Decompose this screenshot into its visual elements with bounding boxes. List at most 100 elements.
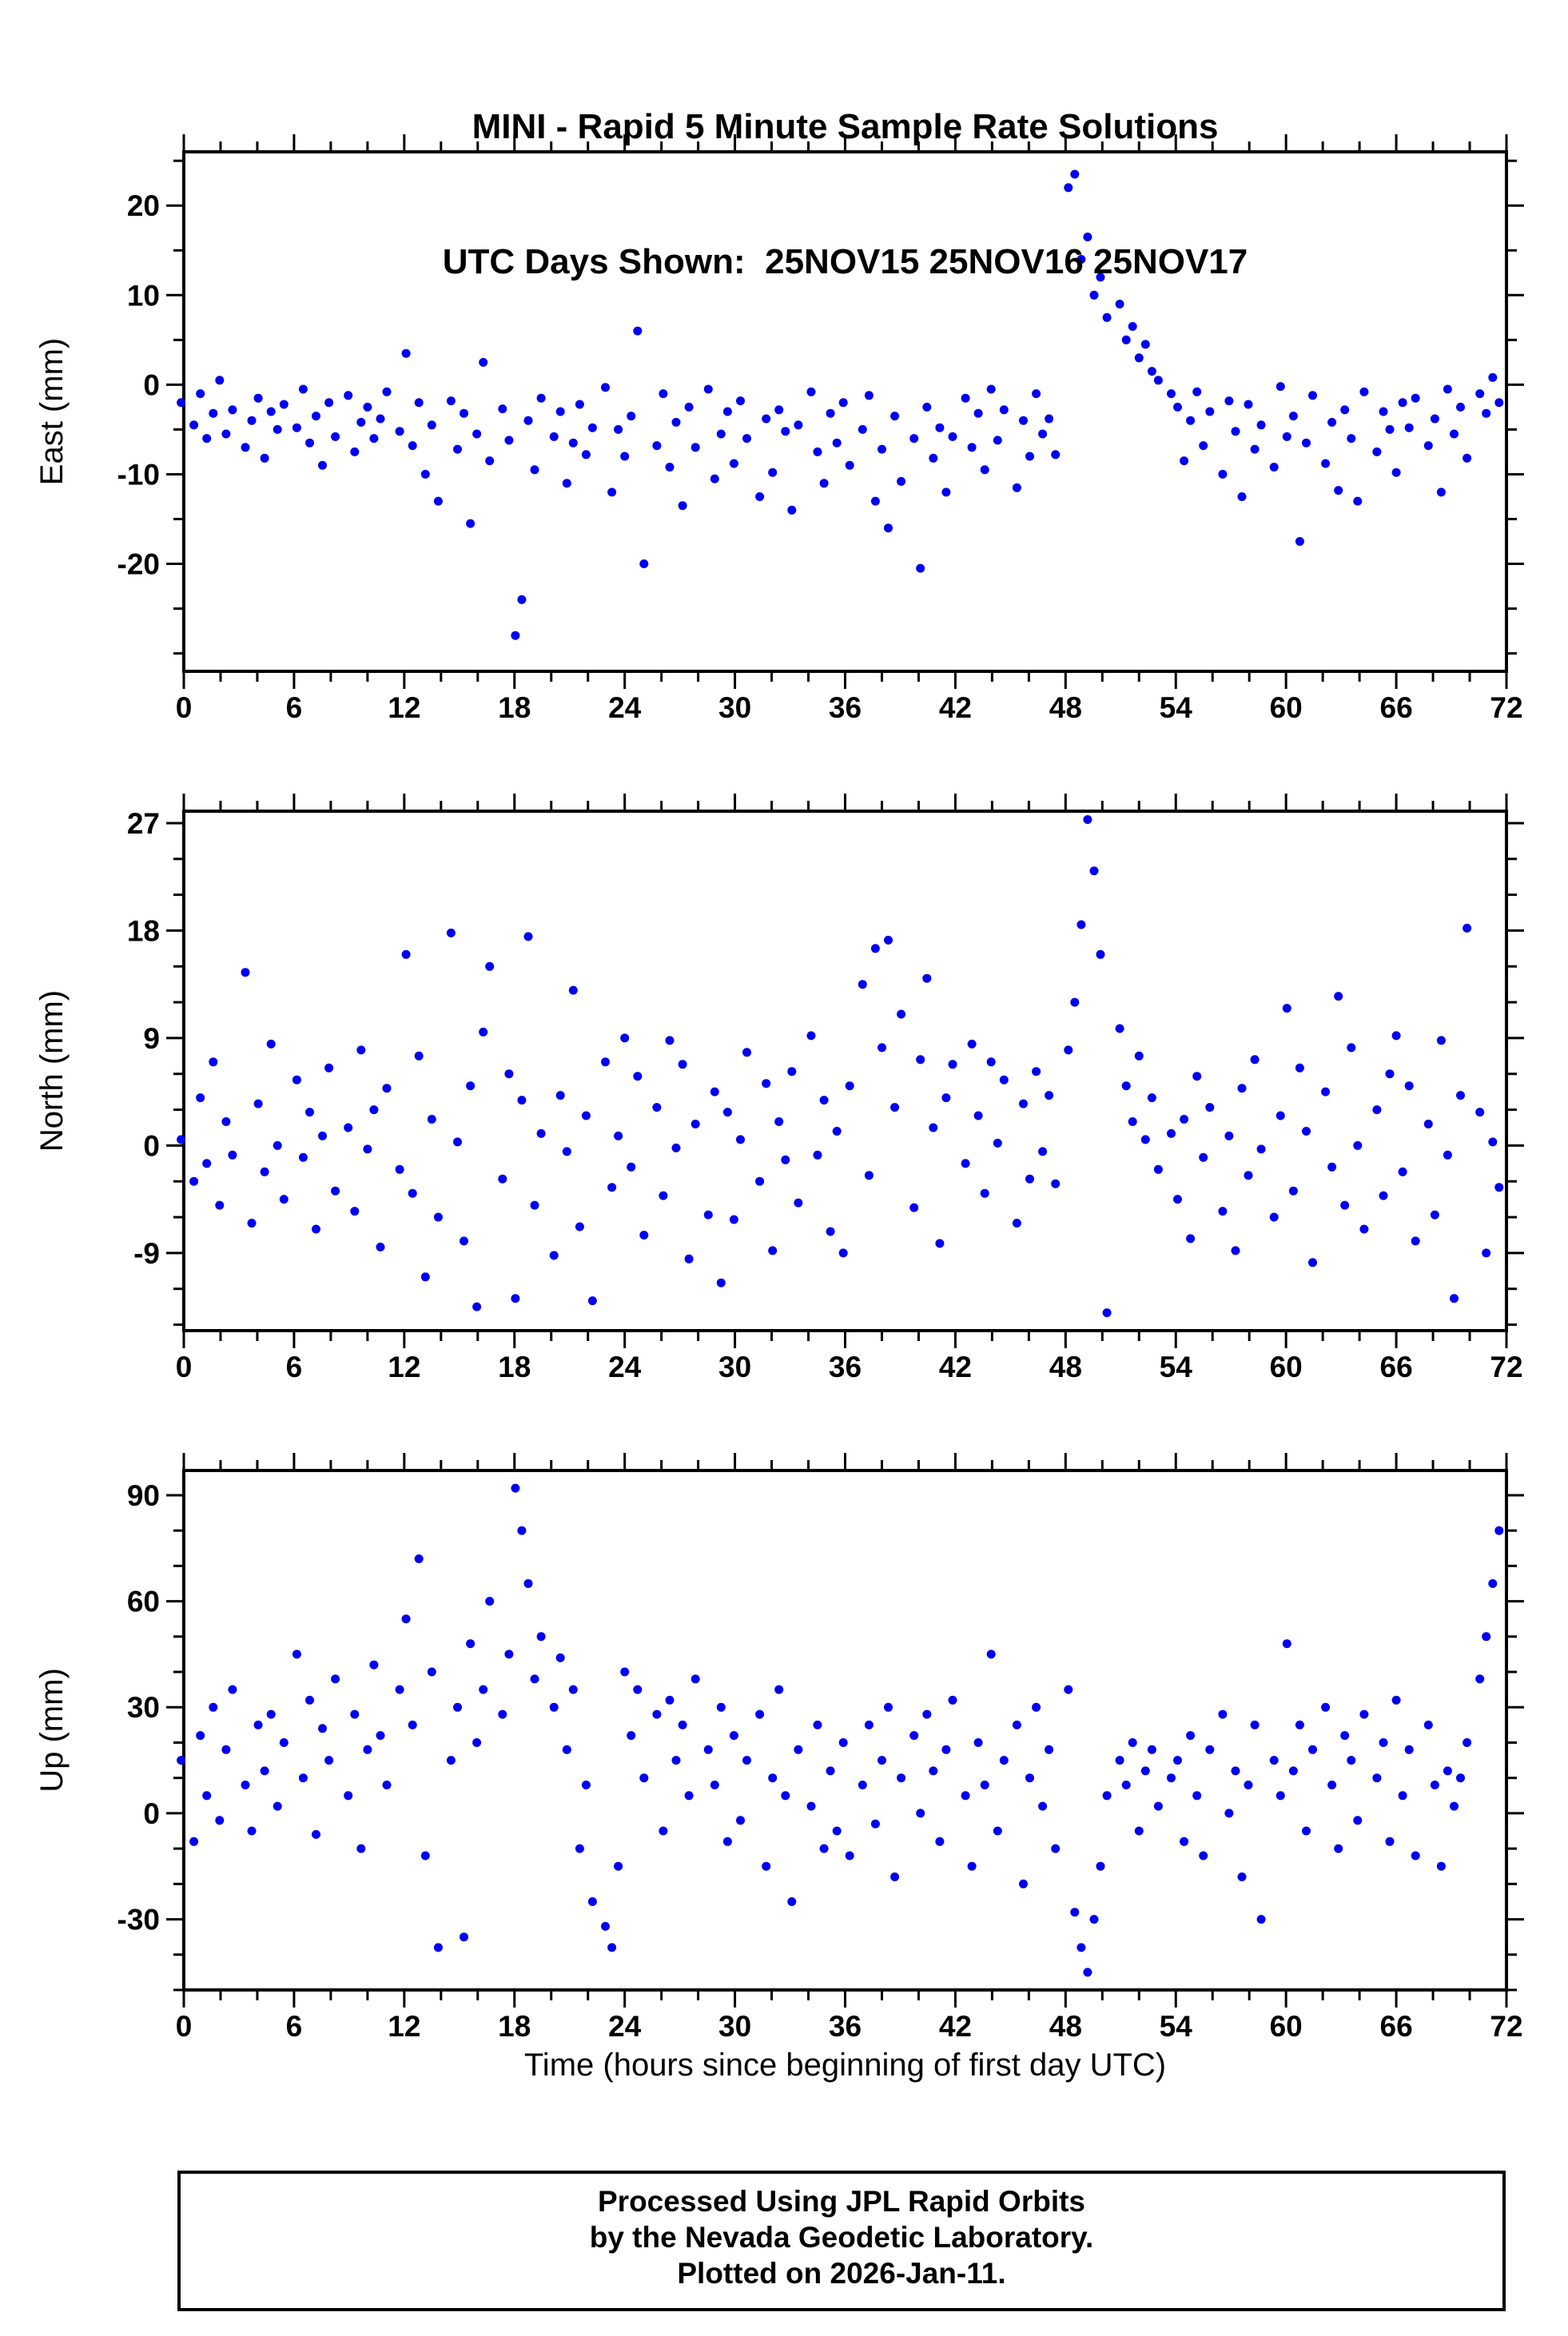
scatter-point [948,1060,957,1069]
scatter-point [1385,424,1395,434]
scatter-point [395,427,404,436]
scatter-point [1064,183,1073,193]
scatter-point [1173,1195,1182,1204]
scatter-point [993,1138,1002,1148]
scatter-point [1488,1137,1498,1147]
scatter-point [587,1296,597,1306]
scatter-point [614,424,623,434]
scatter-point [909,434,919,444]
scatter-point [408,1720,417,1729]
scatter-point [1269,463,1279,472]
footer-line-3: Plotted on 2026-Jan-11. [677,2257,1006,2290]
scatter-point [722,1837,732,1846]
tick-label: 6 [286,691,303,724]
scatter-point [1231,427,1240,436]
scatter-point [736,396,745,406]
scatter-point [838,1248,848,1258]
scatter-point [536,393,546,403]
scatter-point [684,402,694,412]
scatter-point [562,479,571,488]
scatter-point [620,1667,630,1677]
scatter-point [241,968,250,977]
scatter-point [633,1072,643,1081]
scatter-point [260,1167,269,1176]
scatter-point [652,1709,662,1719]
scatter-point [1443,1150,1452,1160]
scatter-point [523,1579,533,1588]
scatter-point [1134,1826,1144,1836]
scatter-point [986,1650,996,1659]
scatter-point [1224,1131,1234,1140]
scatter-point [819,1844,829,1853]
tick-label: 60 [127,1586,160,1618]
scatter-point [504,1650,514,1659]
scatter-point [870,496,880,506]
scatter-point [1372,1105,1382,1115]
tick-label: 18 [498,1351,531,1383]
scatter-point [781,427,790,436]
scatter-point [298,1152,308,1162]
scatter-point [1153,1164,1163,1174]
scatter-point [627,1162,636,1172]
scatter-point [929,1123,938,1132]
scatter-point [369,1660,379,1669]
scatter-point [1244,1781,1253,1789]
scatter-point [466,1081,476,1091]
scatter-point [1302,1127,1311,1136]
scatter-point [247,1219,257,1228]
scatter-point [1340,1731,1350,1741]
scatter-point [999,1075,1009,1084]
scatter-point [1308,1745,1317,1754]
scatter-point [555,1653,565,1662]
scatter-point [633,326,643,336]
scatter-point [1398,398,1407,408]
scatter-point [607,1943,617,1952]
scatter-point [196,389,205,399]
scatter-point [845,460,854,470]
tick-label: 18 [127,914,160,947]
scatter-point [878,1043,886,1053]
scatter-point [1237,492,1247,501]
scatter-point [1275,1791,1285,1801]
scatter-point [870,944,880,953]
scatter-point [1250,444,1260,454]
scatter-point [845,1081,854,1091]
scatter-point [1167,389,1176,399]
tick-label: 18 [498,2010,531,2043]
scatter-point [671,1756,681,1765]
scatter-point [1411,1851,1420,1860]
scatter-point [209,1057,218,1067]
tick-label: 54 [1160,2010,1193,2043]
scatter-point [826,408,835,418]
scatter-point [781,1155,790,1164]
tick-label: 30 [718,2010,751,2043]
scatter-point [427,1667,436,1677]
scatter-point [414,1554,424,1563]
scatter-point [511,631,520,640]
scatter-point [948,432,957,441]
scatter-point [1379,407,1388,416]
plot-frame [182,810,1508,1332]
scatter-point [555,1091,565,1100]
scatter-point [710,1087,719,1096]
scatter-point [819,1096,829,1105]
scatter-point [1391,1695,1401,1705]
scatter-point [1173,1756,1182,1765]
scatter-point [1070,169,1080,179]
scatter-point [1463,453,1472,463]
scatter-point [1186,1234,1196,1244]
tick-label: 0 [143,1129,160,1162]
scatter-point [1180,1837,1189,1846]
tick-label: 42 [939,2010,972,2043]
scatter-point [1372,447,1382,456]
scatter-point [736,1135,745,1144]
scatter-point [215,1816,225,1825]
scatter-point [1450,1801,1459,1811]
scatter-point [318,1724,327,1733]
scatter-point [1450,1294,1459,1303]
scatter-point [864,391,874,400]
scatter-point [453,444,462,454]
scatter-point [878,1756,886,1765]
scatter-point [1237,1084,1247,1093]
scatter-point [1147,1745,1156,1754]
